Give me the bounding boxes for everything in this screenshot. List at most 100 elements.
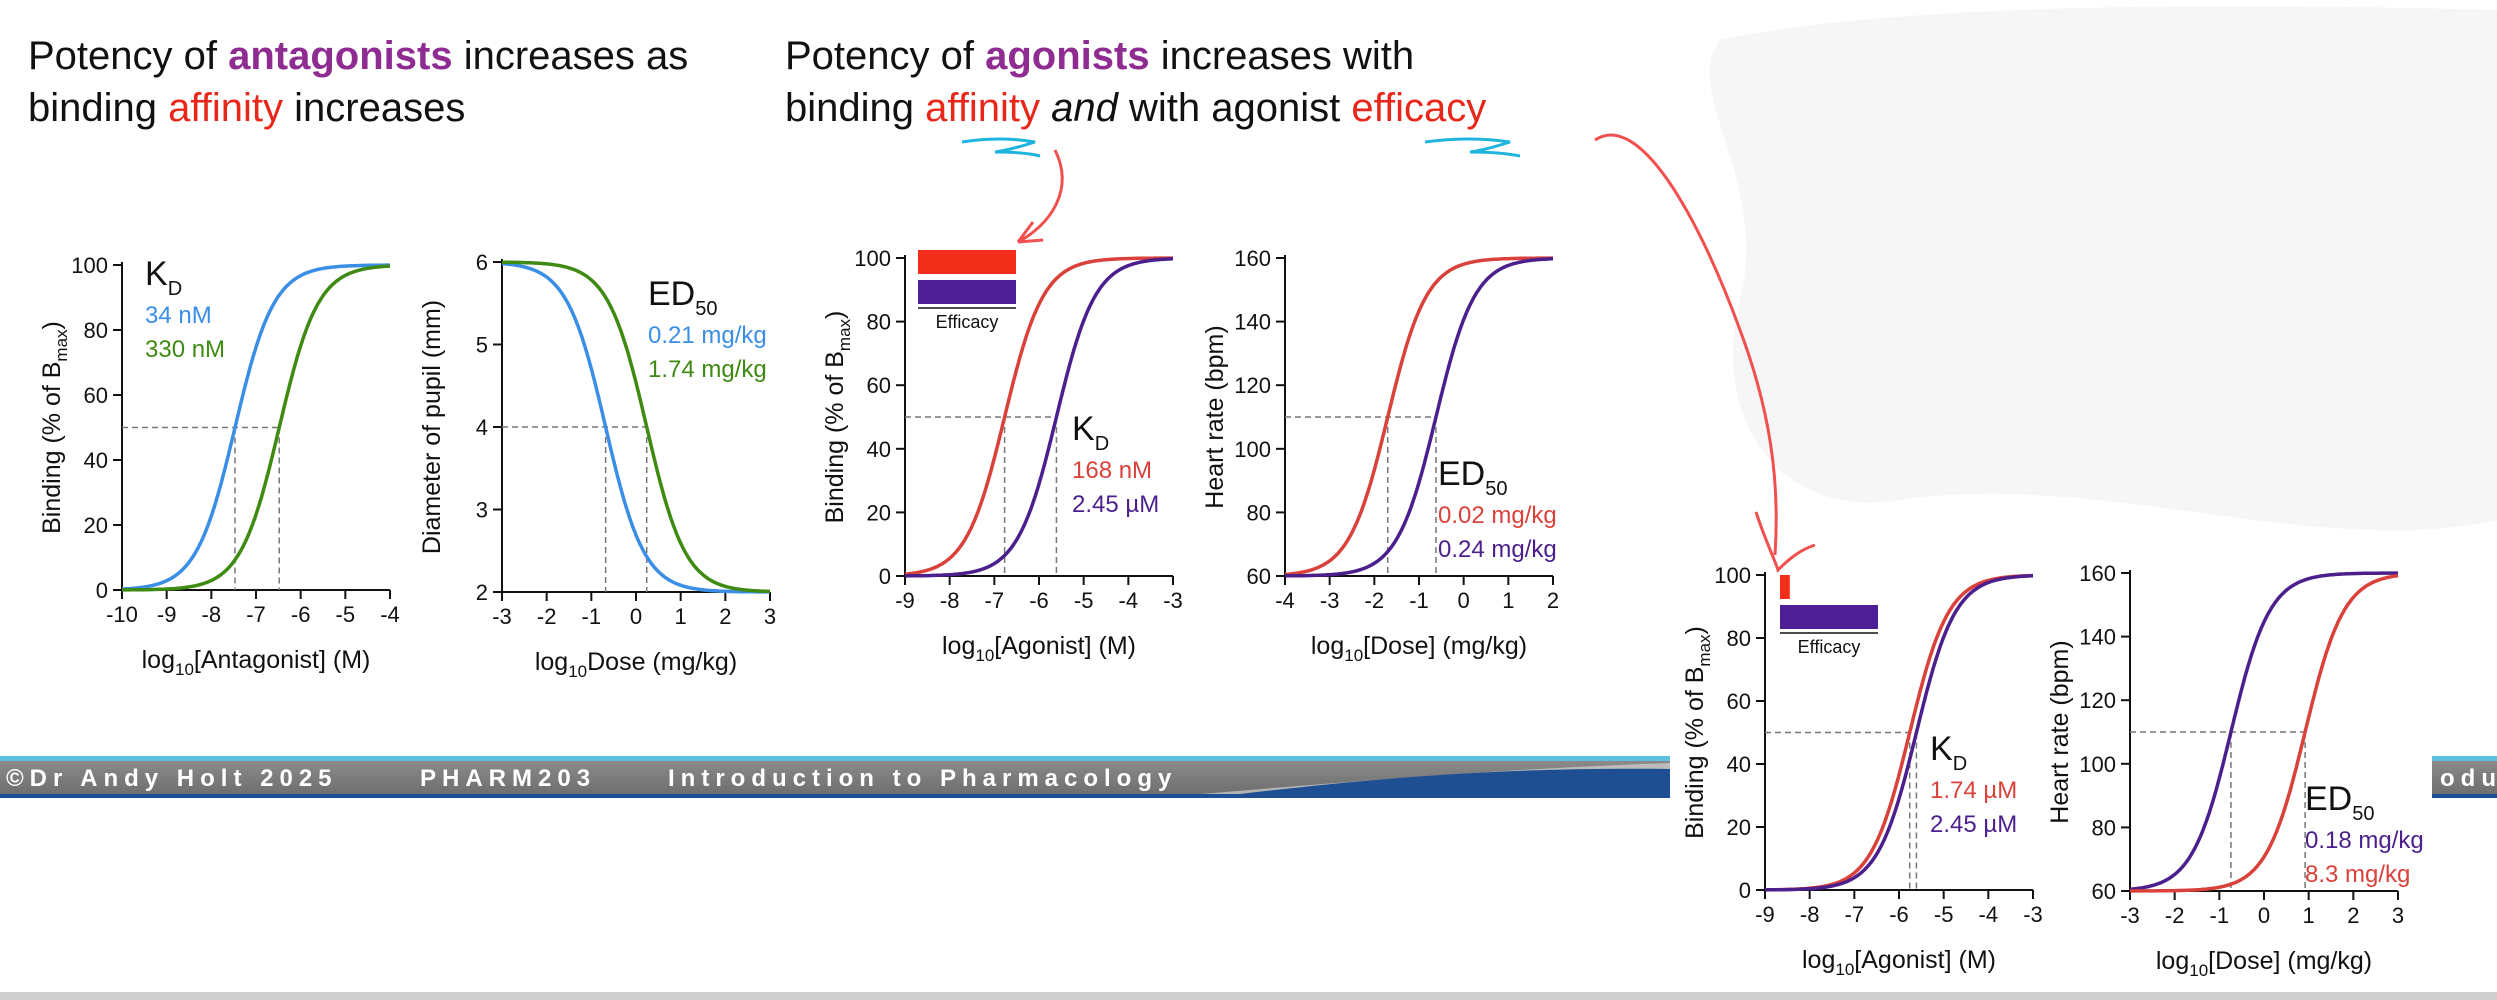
series-line-330-nm <box>122 264 390 592</box>
footer-bar: ©Dr Andy Holt 2025 PHARM203 Introduction… <box>0 756 1670 798</box>
x-axis-label: log10[Dose] (mg/kg) <box>1311 632 1527 665</box>
legend-title: ED50 <box>2305 780 2374 825</box>
x-tick-label: 2 <box>1547 588 1559 613</box>
y-tick-label: 0 <box>879 564 891 589</box>
efficacy-bar <box>918 250 1016 274</box>
antagonists-word: antagonists <box>228 34 453 78</box>
y-axis-label: Diameter of pupil (mm) <box>418 300 446 554</box>
y-tick-label: 2 <box>476 580 488 605</box>
y-tick-label: 80 <box>1247 500 1271 525</box>
y-tick-label: 40 <box>867 437 891 462</box>
cyan-squiggle-affinity <box>961 137 1041 158</box>
chart-antagonist-binding: -10 -9 -8 -7 -6 -5 -4 0 20 40 60 80 100 log10[Antagon… <box>38 253 400 679</box>
y-tick-label: 160 <box>1234 246 1271 271</box>
legend-entry: 1.74 mg/kg <box>648 356 767 383</box>
x-axis-label: log10[Agonist] (M) <box>1802 946 1996 979</box>
right-heading: Potency of agonists increases with bindi… <box>785 34 1487 130</box>
series-line-0-21-mg-kg <box>501 261 770 594</box>
x-tick-label: -3 <box>2120 903 2140 928</box>
series-line-168-nm <box>904 256 1173 576</box>
left-heading: Potency of antagonists increases as bind… <box>28 34 689 130</box>
y-tick-label: 20 <box>84 513 108 538</box>
series-line-34-nm <box>122 263 390 591</box>
x-tick-label: 3 <box>764 604 776 629</box>
y-tick-label: 0 <box>96 578 108 603</box>
y-tick-label: 80 <box>867 310 891 335</box>
legend-title: ED50 <box>1438 455 1507 500</box>
chart-agonist-heart-rate: -4 -3 -2 -1 0 1 2 60 80 100 120 140 160 log10[Dose] (… <box>1201 246 1559 665</box>
y-tick-label: 60 <box>1727 689 1751 714</box>
series-line-0-02-mg-kg <box>1284 256 1553 577</box>
x-tick-label: -4 <box>380 602 400 627</box>
y-axis-label: Heart rate (bpm) <box>1201 325 1229 508</box>
y-axis-label: Binding (% of Bmax) <box>38 321 71 534</box>
x-tick-label: -2 <box>537 604 557 629</box>
efficacy-bar <box>1780 605 1878 629</box>
x-axis-label: log10[Antagonist] (M) <box>142 646 371 679</box>
y-tick-label: 20 <box>867 500 891 525</box>
x-tick-label: -3 <box>2023 902 2043 927</box>
x-tick-label: -1 <box>2210 903 2230 928</box>
x-tick-label: -8 <box>202 602 222 627</box>
footer-course: PHARM203 <box>420 765 597 792</box>
x-tick-label: -5 <box>1934 902 1954 927</box>
series-line-2-45-m <box>905 257 1173 578</box>
red-arrow-to-inset <box>1017 149 1064 244</box>
axes <box>501 259 770 593</box>
x-tick-label: -7 <box>1845 902 1865 927</box>
x-tick-label: 1 <box>675 604 687 629</box>
y-tick-label: 5 <box>476 333 488 358</box>
x-tick-label: -6 <box>291 602 311 627</box>
y-tick-label: 3 <box>476 498 488 523</box>
x-tick-label: -5 <box>336 602 356 627</box>
affinity-word-2: affinity <box>925 86 1041 130</box>
affinity-word: affinity <box>168 86 284 130</box>
series-line-0-18-mg-kg <box>2129 571 2398 892</box>
y-tick-label: 100 <box>1714 563 1751 588</box>
x-tick-label: -1 <box>1409 588 1429 613</box>
x-axis-label: log10Dose (mg/kg) <box>535 648 737 681</box>
series-line-1-74-mg-kg <box>502 260 770 594</box>
bottom-divider <box>0 992 2497 1000</box>
background-blob <box>1709 6 2497 531</box>
x-tick-label: -5 <box>1074 588 1094 613</box>
y-tick-label: 60 <box>867 373 891 398</box>
legend-entry: 0.18 mg/kg <box>2305 827 2424 854</box>
y-axis-label: Heart rate (bpm) <box>2046 640 2074 823</box>
x-tick-label: -10 <box>106 602 138 627</box>
x-tick-label: -2 <box>1365 588 1385 613</box>
chart-partial-agonist-heart-rate: -3 -2 -1 0 1 2 3 60 80 100 120 140 160 log10[Dose] (m… <box>2046 561 2424 980</box>
y-tick-label: 80 <box>1727 626 1751 651</box>
y-axis-label: Binding (% of Bmax) <box>821 311 854 524</box>
x-tick-label: -6 <box>1889 902 1909 927</box>
y-tick-label: 100 <box>71 253 108 278</box>
x-axis-label: log10[Agonist] (M) <box>942 632 1136 665</box>
y-tick-label: 100 <box>2079 752 2116 777</box>
y-axis-label: Binding (% of Bmax) <box>1681 626 1714 839</box>
y-tick-label: 80 <box>2092 815 2116 840</box>
x-tick-label: 2 <box>2347 903 2359 928</box>
y-tick-label: 40 <box>1727 752 1751 777</box>
legend-entry: 330 nM <box>145 336 225 363</box>
y-tick-label: 100 <box>1234 437 1271 462</box>
legend-title: KD <box>1930 730 1967 775</box>
legend-title: ED50 <box>648 275 717 320</box>
x-tick-label: -4 <box>1275 588 1295 613</box>
red-arrowhead-2 <box>1754 511 1816 573</box>
legend-entry: 0.24 mg/kg <box>1438 536 1557 563</box>
x-tick-label: -4 <box>1119 588 1139 613</box>
x-tick-label: -9 <box>895 588 915 613</box>
legend-entry: 2.45 µM <box>1930 811 2017 838</box>
chart-partial-agonist-binding: -9 -8 -7 -6 -5 -4 -3 0 20 40 60 80 100 log10[Agonist]… <box>1681 563 2043 979</box>
series-line-8-3-mg-kg <box>2130 573 2399 893</box>
efficacy-label: Efficacy <box>1798 637 1861 657</box>
y-tick-label: 20 <box>1727 815 1751 840</box>
x-tick-label: 2 <box>719 604 731 629</box>
y-tick-label: 6 <box>476 250 488 275</box>
legend-title: KD <box>145 255 182 300</box>
x-tick-label: 1 <box>2303 903 2315 928</box>
legend-entry: 1.74 µM <box>1930 777 2017 804</box>
series-line-2-45-m <box>1765 574 2033 892</box>
x-tick-label: -3 <box>1163 588 1183 613</box>
